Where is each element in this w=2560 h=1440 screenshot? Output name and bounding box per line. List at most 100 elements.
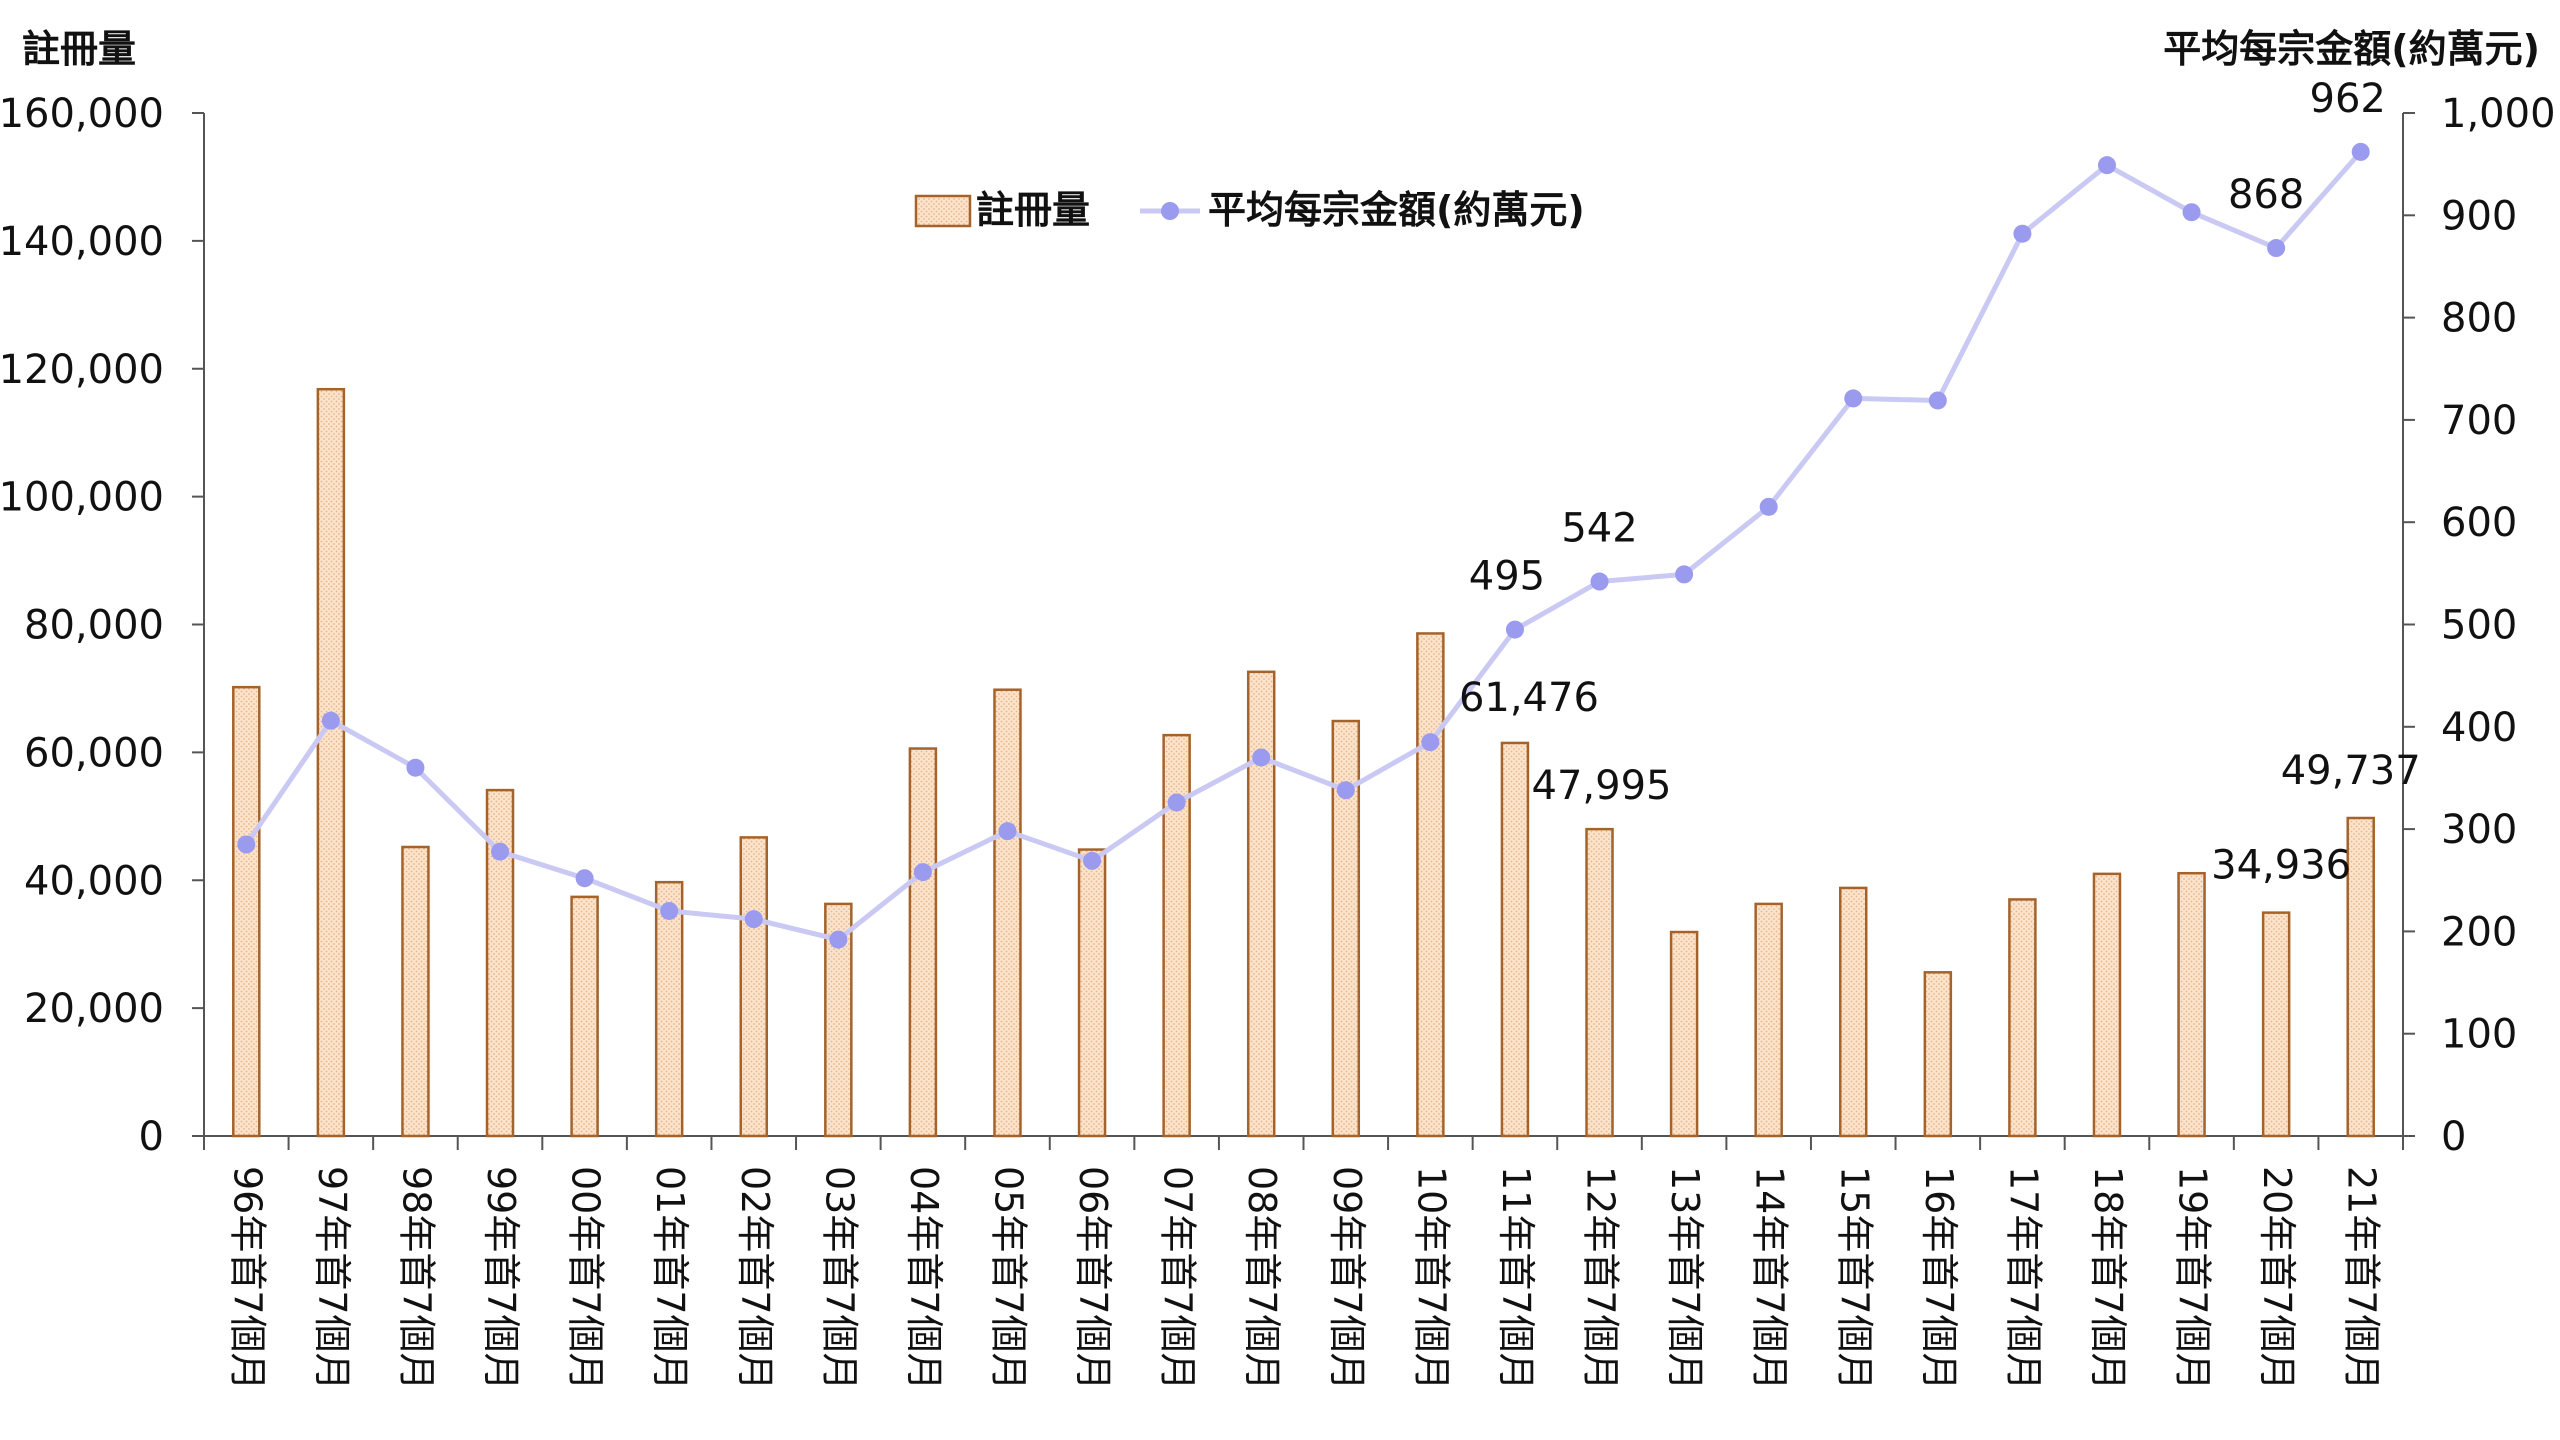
left-tick-label: 60,000 [24, 730, 164, 776]
x-tick-label: 02年首7個月 [733, 1166, 777, 1391]
bar-data-label: 34,936 [2211, 843, 2351, 889]
bar [908, 747, 938, 1138]
right-tick-label: 0 [2441, 1114, 2466, 1160]
x-tick-label: 07年首7個月 [1156, 1166, 1200, 1391]
line-point [1844, 389, 1863, 408]
bar [1500, 741, 1530, 1138]
bar [1077, 848, 1107, 1138]
right-tick-label: 200 [2441, 909, 2517, 955]
legend-label-line: 平均每宗金額(約萬元) [1208, 188, 1585, 232]
line-data-label: 962 [2310, 76, 2386, 122]
line-point [1083, 851, 1102, 870]
left-tick-label: 140,000 [0, 219, 164, 265]
x-tick-label: 12年首7個月 [1579, 1166, 1623, 1391]
bar [401, 845, 430, 1138]
line-data-label: 495 [1469, 554, 1545, 600]
bar [993, 688, 1022, 1138]
x-tick-label: 05年首7個月 [986, 1166, 1030, 1391]
left-tick-label: 40,000 [24, 858, 164, 904]
bar [1246, 670, 1276, 1138]
line-point [2097, 156, 2116, 175]
line-point [1505, 620, 1524, 639]
x-tick-label: 97年首7個月 [310, 1166, 354, 1391]
x-tick-label: 11年首7個月 [1494, 1166, 1538, 1391]
bar [316, 387, 346, 1138]
x-tick-label: 18年首7個月 [2086, 1166, 2130, 1391]
x-tick-label: 99年首7個月 [479, 1166, 523, 1391]
bar-data-label: 61,476 [1459, 675, 1599, 721]
bar [2177, 871, 2206, 1138]
x-tick-label: 04年首7個月 [902, 1166, 946, 1391]
bar [1669, 930, 1699, 1138]
line-point [1421, 733, 1440, 752]
bar [2261, 911, 2291, 1138]
line-point [2182, 203, 2201, 222]
data-labels: 61,476 47,995 34,936 49,737 495 542 868 962 [1459, 76, 2421, 889]
x-tick-label: 13年首7個月 [1663, 1166, 1707, 1391]
left-tick-label: 20,000 [24, 986, 164, 1032]
right-tick-label: 800 [2441, 296, 2517, 342]
x-tick-label: 06年首7個月 [1071, 1166, 1115, 1391]
x-tick-label: 14年首7個月 [1748, 1166, 1792, 1391]
legend-swatch-bar [914, 194, 972, 228]
x-tick-label: 19年首7個月 [2171, 1166, 2215, 1391]
line-point [744, 910, 763, 929]
line-data-label: 868 [2228, 172, 2304, 218]
left-tick-label: 160,000 [0, 91, 164, 137]
x-tick-label: 96年首7個月 [225, 1166, 269, 1391]
bar [1416, 632, 1445, 1138]
bar-series-registrations [232, 387, 2375, 1138]
x-tick-label: 00年首7個月 [564, 1166, 608, 1391]
line-point [321, 711, 340, 730]
left-tick-label: 100,000 [0, 475, 164, 521]
line-point [1252, 748, 1271, 767]
right-tick-label: 500 [2441, 603, 2517, 649]
bar [232, 685, 261, 1138]
line-point [1336, 781, 1355, 800]
line-point [575, 869, 594, 888]
x-tick-label: 16年首7個月 [1917, 1166, 1961, 1391]
bar [2346, 816, 2375, 1138]
bar [1754, 902, 1783, 1138]
right-tick-label: 1,000 [2441, 91, 2556, 137]
x-tick-label: 03年首7個月 [817, 1166, 861, 1391]
x-tick-label: 98年首7個月 [394, 1166, 438, 1391]
right-tick-label: 100 [2441, 1012, 2517, 1058]
right-tick-label: 400 [2441, 705, 2517, 751]
line-point [1928, 391, 1947, 410]
line-point [2013, 224, 2032, 243]
bar [570, 895, 599, 1138]
x-tick-label: 10年首7個月 [1409, 1166, 1453, 1391]
bar [1839, 886, 1868, 1138]
line-point [1590, 572, 1609, 591]
line-point [491, 842, 510, 861]
axes: 0 20,000 40,000 60,000 80,000 100,000 120,000 1… [0, 27, 2556, 1391]
bar-data-label: 49,737 [2281, 748, 2421, 794]
line-point [998, 822, 1017, 841]
bar [2008, 898, 2037, 1138]
x-tick-label: 15年首7個月 [1832, 1166, 1876, 1391]
bar-data-label: 47,995 [1532, 763, 1672, 809]
bar [654, 880, 684, 1138]
bar [2092, 872, 2122, 1138]
x-tick-label: 20年首7個月 [2255, 1166, 2299, 1391]
left-tick-label: 0 [139, 1114, 164, 1160]
line-data-label: 542 [1561, 506, 1637, 552]
x-tick-label: 01年首7個月 [648, 1166, 692, 1391]
line-path [244, 150, 2363, 943]
line-point [2267, 239, 2286, 258]
line-point [660, 901, 679, 920]
right-tick-label: 600 [2441, 500, 2517, 546]
bar [1585, 827, 1614, 1138]
x-tick-label: 21年首7個月 [2340, 1166, 2384, 1391]
line-point [2351, 142, 2370, 161]
left-tick-label: 80,000 [24, 603, 164, 649]
bar [1923, 971, 1953, 1138]
right-axis-title: 平均每宗金額(約萬元) [2163, 27, 2540, 71]
left-tick-label: 120,000 [0, 347, 164, 393]
line-point [237, 835, 256, 854]
legend: 註冊量 平均每宗金額(約萬元) [914, 188, 1585, 232]
legend-swatch-marker [1161, 202, 1179, 220]
x-tick-label: 08年首7個月 [1240, 1166, 1284, 1391]
